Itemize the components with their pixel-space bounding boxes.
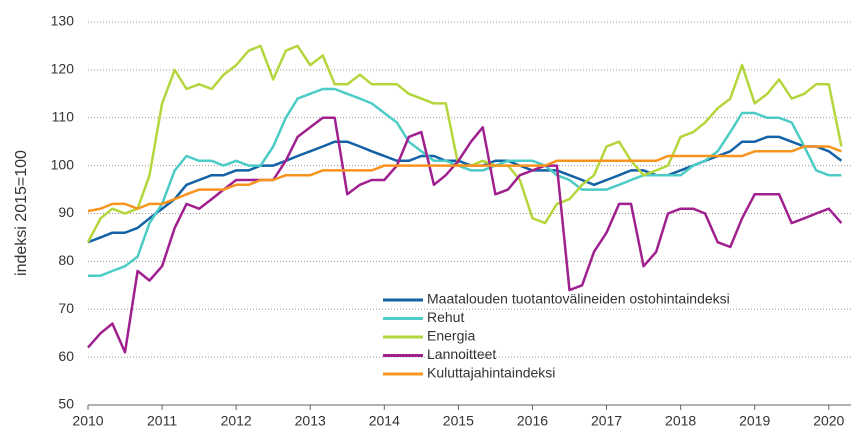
series-line <box>88 87 842 277</box>
y-tick-label: 120 <box>51 61 75 77</box>
y-tick-label: 130 <box>51 13 75 29</box>
legend-label: Lannoitteet <box>427 346 496 362</box>
legend-label: Maatalouden tuotantovälineiden ostohinta… <box>427 291 730 307</box>
x-tick-label: 2017 <box>591 413 622 429</box>
y-tick-label: 70 <box>58 300 74 316</box>
x-tick-label: 2012 <box>221 413 252 429</box>
y-tick-label: 90 <box>58 204 74 220</box>
legend-label: Energia <box>427 328 475 344</box>
x-tick-label: 2010 <box>72 413 103 429</box>
x-tick-label: 2015 <box>443 413 474 429</box>
y-tick-label: 100 <box>51 156 75 172</box>
x-tick-label: 2016 <box>517 413 548 429</box>
legend-label: Kuluttajahintaindeksi <box>427 365 555 381</box>
x-tick-label: 2020 <box>813 413 844 429</box>
series-line <box>87 116 843 354</box>
y-axis-label: indeksi 2015=100 <box>13 150 30 276</box>
series-line <box>86 44 843 243</box>
x-tick-label: 2019 <box>739 413 770 429</box>
legend-label: Rehut <box>427 309 464 325</box>
series-line <box>87 145 842 213</box>
x-tick-label: 2018 <box>665 413 696 429</box>
y-tick-label: 110 <box>52 108 75 124</box>
x-tick-label: 2014 <box>369 413 400 429</box>
x-tick-label: 2011 <box>147 413 177 429</box>
y-tick-label: 50 <box>58 396 74 412</box>
y-tick-label: 80 <box>58 252 74 268</box>
y-tick-label: 60 <box>58 348 74 364</box>
x-tick-label: 2013 <box>295 413 326 429</box>
